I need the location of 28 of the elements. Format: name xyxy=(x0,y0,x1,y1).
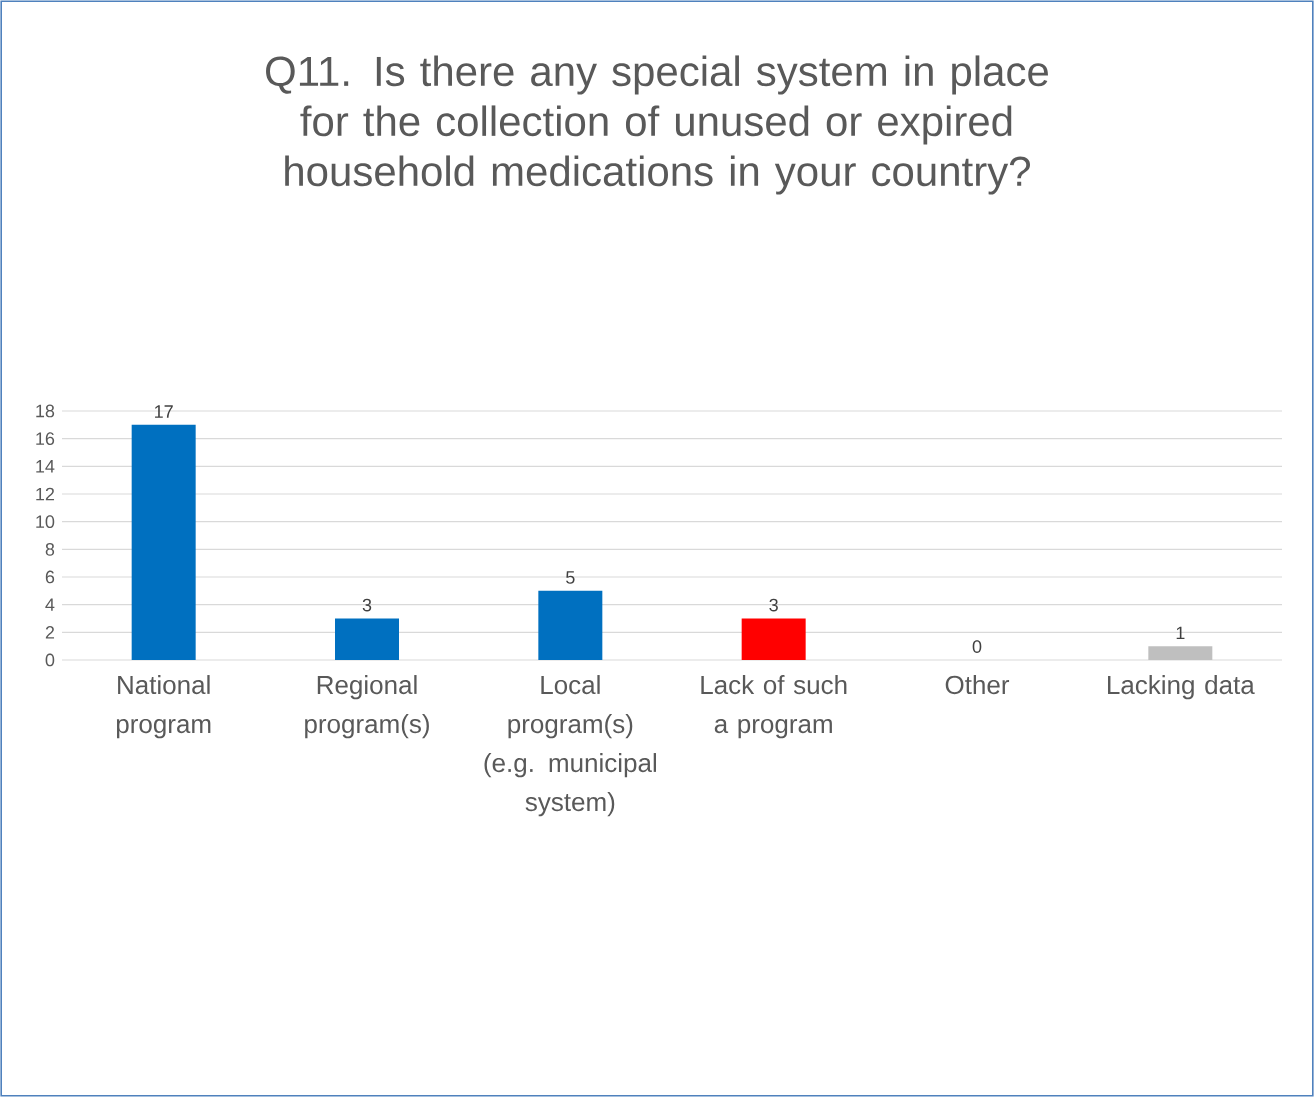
y-tick-label: 2 xyxy=(45,626,55,639)
bar xyxy=(1148,646,1213,660)
data-label: 3 xyxy=(769,598,778,612)
data-label: 1 xyxy=(1176,626,1185,640)
data-label: 3 xyxy=(362,598,372,612)
x-tick-label: Lack of such a program xyxy=(701,675,847,739)
x-tick-label: Local program(s) (e.g. municipal system) xyxy=(484,675,656,817)
bar xyxy=(335,618,400,660)
x-tick-label: Other xyxy=(945,675,1010,695)
x-tick-label: Lacking data xyxy=(1108,675,1255,700)
data-label: 0 xyxy=(972,640,982,653)
y-tick-label: 12 xyxy=(36,487,55,501)
bar xyxy=(131,424,196,660)
x-tick-label: Regional program(s) xyxy=(305,675,429,739)
y-tick-label: 10 xyxy=(36,515,55,529)
y-tick-label: 8 xyxy=(45,542,55,556)
y-tick-label: 4 xyxy=(45,598,55,611)
bar xyxy=(741,618,806,660)
y-tick-label: 14 xyxy=(36,460,55,473)
y-tick-label: 18 xyxy=(36,404,55,418)
y-tick-label: 0 xyxy=(45,653,55,667)
chart-title: Q11. Is there any special system in place for the collection of unused or expired household medications in your country? xyxy=(266,55,1048,195)
data-label: 5 xyxy=(566,571,575,584)
bar xyxy=(538,590,603,660)
x-tick-label: National program xyxy=(116,675,211,739)
y-tick-label: 6 xyxy=(45,570,55,584)
y-tick-label: 16 xyxy=(36,432,55,446)
data-label: 17 xyxy=(155,405,173,418)
